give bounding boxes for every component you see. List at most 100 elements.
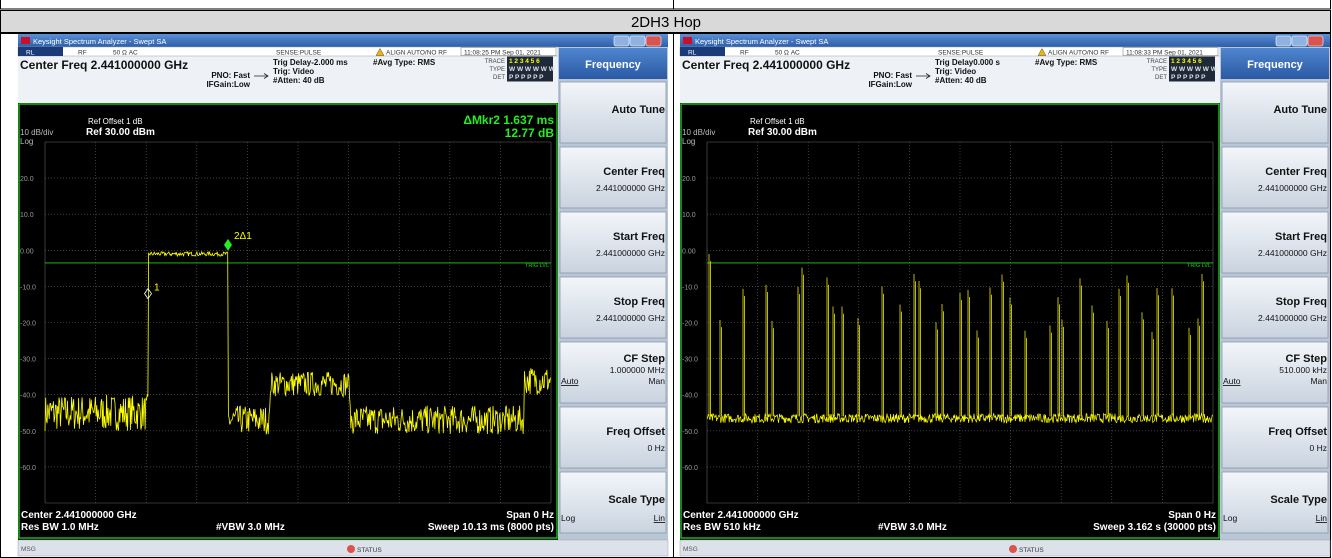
softkey-option: Man: [648, 376, 665, 386]
table-cell: [0, 0, 674, 10]
status-text: RF: [78, 50, 87, 57]
close-button[interactable]: [645, 35, 662, 47]
y-axis-label: -60.0: [682, 465, 698, 472]
status-bar: [17, 539, 669, 557]
softkey[interactable]: [1221, 341, 1329, 404]
softkey-option: Man: [1310, 376, 1327, 386]
footer-center: Center 2.441000000 GHz: [683, 510, 799, 521]
screen: [18, 103, 558, 540]
softkey-label: Center Freq: [603, 166, 665, 178]
softkey-value: 1.000000 MHz: [610, 365, 665, 375]
y-axis-label: 20.0: [682, 176, 696, 183]
footer-rbw: Res BW 510 kHz: [683, 522, 761, 533]
softkey[interactable]: [1221, 276, 1329, 339]
close-button[interactable]: [1307, 35, 1324, 47]
minimize-button[interactable]: [1275, 35, 1292, 47]
softkey[interactable]: [559, 341, 667, 404]
status-text: ALIGN AUTO/NO RF: [386, 50, 447, 57]
softkey[interactable]: [1221, 406, 1329, 469]
y-axis-label: -20.0: [682, 321, 698, 328]
rl-indicator: [680, 47, 725, 56]
softkey-value: 2.441000000 GHz: [596, 248, 665, 258]
trace-label: TYPE: [1151, 67, 1167, 73]
trace-label: TRACE: [1147, 59, 1167, 65]
window-title: Keysight Spectrum Analyzer - Swept SA: [33, 37, 166, 46]
softkey[interactable]: [559, 471, 667, 534]
title-bar: [680, 34, 1330, 47]
status-msg: MSG: [683, 546, 698, 553]
softkey-value: 2.441000000 GHz: [1258, 313, 1327, 323]
maximize-button[interactable]: [1291, 35, 1308, 47]
analyzer-window: Keysight Spectrum Analyzer - Swept SA RL R…: [17, 34, 669, 557]
setting-text: #Avg Type: RMS: [373, 58, 436, 67]
trace-row: 1 2 3 4 5 6: [1171, 58, 1202, 65]
log-text: Log: [20, 137, 33, 146]
trace-label: DET: [1155, 75, 1167, 81]
trace-row: 1 2 3 4 5 6: [509, 58, 540, 65]
setting-text: Trig: Video: [935, 67, 976, 76]
menu-title-box: [559, 48, 667, 79]
center-freq: Center Freq 2.441000000 GHz: [682, 58, 850, 72]
app-icon: [683, 37, 692, 44]
y-axis-label: 10.0: [682, 212, 696, 219]
softkey[interactable]: [1221, 81, 1329, 144]
warning-icon: [375, 48, 385, 56]
softkey-label: Stop Freq: [614, 296, 665, 308]
softkey-label: Scale Type: [608, 494, 665, 506]
app-icon: [21, 37, 30, 44]
softkey-label: Start Freq: [1275, 231, 1327, 243]
maximize-button[interactable]: [629, 35, 646, 47]
footer-vbw: #VBW 3.0 MHz: [216, 522, 285, 533]
softkey-value: 2.441000000 GHz: [1258, 183, 1327, 193]
setting-text: PNO: Fast: [873, 71, 912, 80]
softkey-label: Auto Tune: [611, 104, 665, 116]
softkey[interactable]: [559, 276, 667, 339]
trace-label: TYPE: [489, 67, 505, 73]
softkey[interactable]: [559, 81, 667, 144]
y-axis-label: -10.0: [20, 284, 36, 291]
status-text: 50 Ω AC: [775, 50, 800, 57]
status-text: 11:08:33 PM Sep 01, 2021: [1126, 50, 1203, 57]
y-axis-label: -40.0: [20, 393, 36, 400]
softkey-label: Freq Offset: [606, 426, 665, 438]
minimize-button[interactable]: [613, 35, 630, 47]
marker-readout: 12.77 dB: [505, 126, 555, 140]
marker-label: 1: [154, 283, 160, 294]
softkey[interactable]: [559, 211, 667, 274]
ref-offset: Ref Offset 1 dB: [750, 117, 805, 126]
screen-border: [680, 103, 1220, 539]
marker-1: [144, 287, 152, 300]
status-icon: [1009, 545, 1017, 553]
softkey[interactable]: [559, 406, 667, 469]
warning-icon: [1037, 48, 1047, 56]
softkey-label: CF Step: [1285, 353, 1327, 365]
marker-label: 2Δ1: [234, 231, 252, 242]
menu-title: Frequency: [1247, 59, 1304, 71]
status-label: STATUS: [1019, 547, 1044, 554]
y-axis-label: -50.0: [20, 429, 36, 436]
trace-box: [507, 56, 553, 82]
info-area: [18, 47, 558, 103]
trace-row: P P P P P P: [1171, 74, 1206, 81]
softkey[interactable]: [1221, 211, 1329, 274]
status-text: SENSE:PULSE: [276, 50, 322, 57]
softkey-option: Lin: [1316, 513, 1328, 523]
trace-row: P P P P P P: [509, 74, 544, 81]
y-axis-label: -40.0: [682, 393, 698, 400]
y-axis-label: -10.0: [682, 284, 698, 291]
header-row: [0, 10, 1331, 33]
status-text: 50 Ω AC: [113, 50, 138, 57]
status-msg: MSG: [21, 546, 36, 553]
status-text: RL: [688, 50, 697, 57]
softkey[interactable]: [559, 146, 667, 209]
softkey[interactable]: [1221, 146, 1329, 209]
spikes: [708, 253, 1204, 417]
footer-span: Span 0 Hz: [506, 510, 554, 521]
softkey-option: Auto: [1223, 376, 1241, 386]
softkey-value: 0 Hz: [648, 443, 665, 453]
setting-text: Trig Delay0.000 s: [935, 58, 1000, 67]
softkey-label: Stop Freq: [1276, 296, 1327, 308]
softkey-value: 0 Hz: [1310, 443, 1327, 453]
softkey[interactable]: [1221, 471, 1329, 534]
